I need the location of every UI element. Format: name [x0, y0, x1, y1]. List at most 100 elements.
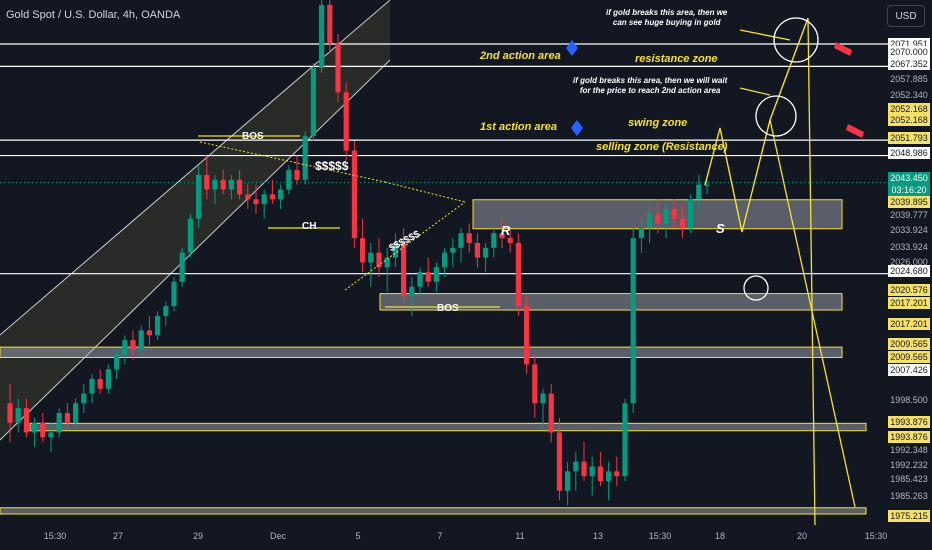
time-tick: 5	[355, 531, 361, 541]
candle-81	[671, 199, 677, 229]
price-label: 1992.348	[890, 445, 928, 455]
note-mid-line-1: if gold breaks this area, then we will w…	[573, 76, 728, 85]
diamond-1st	[571, 120, 583, 136]
note-mid-line-2: for the price to reach 2nd action area	[579, 86, 721, 95]
candle-1	[15, 398, 21, 433]
price-label: 2020.576	[888, 284, 930, 296]
candle-83	[688, 194, 694, 234]
liquidity-line-3	[344, 201, 466, 291]
candle-62	[515, 233, 521, 316]
candle-20	[171, 276, 177, 311]
candle-47	[392, 233, 398, 268]
currency-button[interactable]: USD	[887, 5, 925, 27]
candle-8	[73, 398, 79, 428]
sell-icon-mid	[846, 124, 864, 138]
candle-63	[524, 296, 530, 375]
candle-5	[48, 422, 54, 452]
candle-57	[474, 233, 480, 268]
circle-top	[773, 17, 819, 63]
candle-38	[319, 0, 325, 73]
annotation-swing-zone: swing zone	[628, 117, 688, 129]
candle-6	[56, 408, 62, 438]
time-tick: Dec	[269, 531, 287, 541]
candle-10	[89, 374, 95, 404]
candle-41	[343, 82, 349, 161]
time-tick: 29	[192, 531, 204, 541]
candle-13	[114, 349, 120, 380]
price-label: 2009.565	[888, 351, 930, 363]
projection-path	[704, 17, 809, 233]
candle-4	[40, 413, 46, 443]
arrow-note-mid	[739, 87, 771, 96]
time-tick: 15:30	[43, 531, 67, 541]
zone-3	[29, 422, 867, 432]
candle-21	[179, 247, 185, 287]
candle-9	[81, 383, 87, 414]
candle-11	[97, 369, 103, 394]
label-bos-top: BOS	[242, 131, 264, 142]
candle-30	[253, 184, 259, 214]
time-tick: 15:30	[864, 531, 888, 541]
annotation-resistance-zone: resistance zone	[635, 53, 718, 65]
label-ch: CH	[302, 221, 317, 232]
annotation-selling-zone: selling zone (Resistance)	[596, 141, 728, 153]
candle-18	[155, 310, 161, 341]
candle-25	[212, 174, 218, 205]
price-label: 2033.924	[890, 242, 928, 252]
zone-2	[0, 346, 843, 359]
candle-61	[507, 228, 513, 253]
candle-80	[663, 204, 669, 239]
price-label: 2017.201	[888, 318, 930, 330]
candle-7	[64, 403, 70, 428]
candle-28	[237, 170, 243, 200]
time-tick: 15:30	[648, 531, 672, 541]
candle-55	[458, 228, 464, 263]
price-label: 1985.263	[890, 491, 928, 501]
time-tick: 7	[437, 531, 443, 541]
candle-46	[384, 247, 390, 292]
candle-65	[540, 388, 546, 428]
candle-27	[228, 174, 234, 200]
time-tick: 13	[592, 531, 604, 541]
candle-24	[204, 155, 210, 200]
channel-fill	[0, 0, 390, 440]
price-label: 2009.565	[888, 338, 930, 350]
candle-2	[23, 398, 29, 438]
circle-mid	[755, 95, 797, 137]
annotation-note-mid: if gold breaks this area, then we will w…	[573, 76, 727, 96]
liquidity-line-2	[384, 181, 466, 203]
last-price-label: 2043.450 03:16:20	[888, 172, 930, 196]
price-label: 1992.232	[890, 460, 928, 470]
candle-31	[261, 189, 267, 219]
channel-top-line	[0, 0, 391, 336]
candle-26	[220, 170, 226, 195]
candle-35	[294, 155, 300, 185]
candle-39	[327, 0, 333, 54]
arrow-note-top	[739, 29, 791, 41]
annotation-note-top: if gold breaks this area, then we can se…	[606, 8, 727, 28]
price-label: 1993.876	[888, 416, 930, 428]
price-label: 2039.777	[890, 210, 928, 220]
note-top-line-1: if gold breaks this area, then we	[606, 8, 728, 17]
candle-60	[499, 218, 505, 248]
candle-67	[556, 417, 562, 501]
price-label: 2052.168	[888, 114, 930, 126]
price-label: 2067.352	[888, 58, 930, 70]
price-label: 1993.876	[888, 431, 930, 443]
candle-14	[122, 335, 128, 365]
price-label: 2033.924	[890, 225, 928, 235]
candle-69	[573, 451, 579, 491]
candle-19	[163, 301, 169, 326]
candle-51	[425, 257, 431, 287]
time-tick: 18	[714, 531, 726, 541]
annotation-1st-action: 1st action area	[480, 121, 558, 133]
ascending-channel	[0, 0, 391, 441]
candle-48	[401, 228, 407, 307]
candle-58	[483, 242, 489, 273]
label-bos-bottom: BOS	[437, 303, 459, 314]
candle-59	[491, 228, 497, 258]
candle-72	[597, 451, 603, 486]
price-label: 1975.215	[888, 510, 930, 522]
candles	[7, 0, 710, 506]
